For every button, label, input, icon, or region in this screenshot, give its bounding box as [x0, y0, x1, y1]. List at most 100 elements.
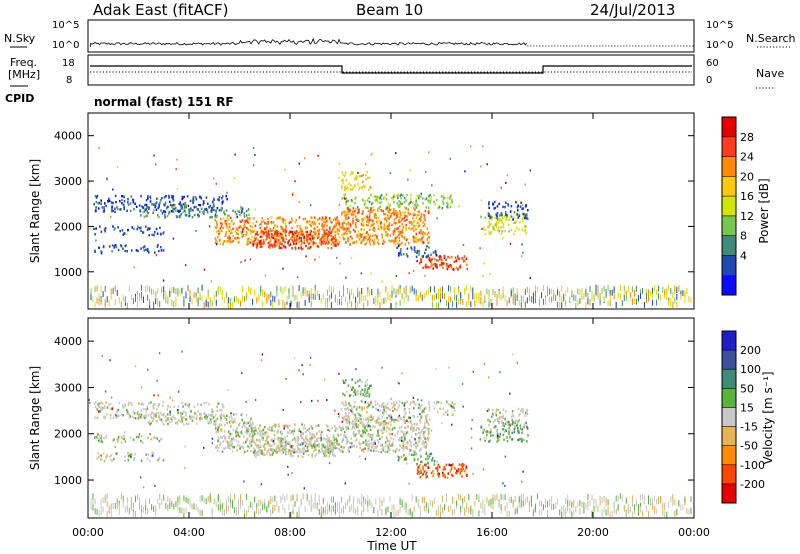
range-gate-cell: [361, 421, 363, 424]
range-gate-cell: [142, 206, 144, 209]
range-gate-cell: [115, 452, 117, 456]
range-gate-cell: [401, 293, 403, 300]
range-gate-cell: [340, 408, 343, 411]
range-gate-cell: [158, 215, 160, 219]
range-gate-cell: [328, 216, 331, 220]
range-gate-cell: [183, 205, 186, 209]
freq-panel: Freq. [MHz] 18 8 60 0 Nave: [8, 54, 784, 89]
range-gate-cell: [521, 228, 524, 231]
range-gate-cell: [175, 300, 177, 307]
range-gate-cell: [345, 179, 348, 182]
range-gate-cell: [373, 229, 376, 232]
range-gate-cell: [296, 239, 299, 242]
range-gate-cell: [352, 213, 355, 217]
range-gate-cell: [490, 299, 492, 306]
range-gate-cell: [457, 255, 459, 258]
range-gate-cell: [124, 244, 127, 248]
range-gate-cell: [264, 291, 266, 298]
range-gate-cell: [221, 222, 223, 226]
range-gate-cell: [344, 188, 346, 192]
range-gate-cell: [490, 415, 493, 418]
range-gate-cell: [354, 381, 357, 384]
range-gate-cell: [249, 258, 252, 261]
range-gate-cell: [261, 452, 263, 455]
range-gate-cell: [306, 228, 309, 231]
range-gate-cell: [284, 507, 286, 514]
range-gate-cell: [222, 440, 224, 443]
range-gate-cell: [413, 248, 416, 251]
range-gate-cell: [371, 210, 373, 214]
range-gate-cell: [511, 423, 514, 426]
range-gate-cell: [388, 206, 390, 209]
range-gate-cell: [437, 463, 440, 467]
range-gate-cell: [243, 222, 246, 226]
range-gate-cell: [484, 216, 487, 219]
range-gate-cell: [278, 440, 281, 443]
range-gate-cell: [279, 241, 282, 244]
range-gate-cell: [344, 210, 347, 213]
range-gate-cell: [442, 266, 444, 269]
range-gate-cell: [507, 420, 509, 424]
range-gate-cell: [404, 457, 406, 460]
range-gate-cell: [539, 300, 540, 307]
range-gate-cell: [425, 452, 427, 455]
range-gate-cell: [458, 463, 461, 466]
range-gate-cell: [164, 415, 167, 418]
range-gate-cell: [162, 414, 165, 417]
range-gate-cell: [277, 447, 280, 450]
range-gate-cell: [339, 507, 340, 514]
range-gate-cell: [290, 495, 292, 502]
range-gate-cell: [344, 400, 347, 404]
range-gate-cell: [324, 238, 326, 241]
range-gate-cell: [508, 426, 511, 429]
range-gate-cell: [282, 493, 284, 500]
range-gate-cell: [525, 411, 527, 415]
range-gate-cell: [145, 410, 148, 413]
range-gate-cell: [275, 449, 277, 452]
range-gate-cell: [127, 203, 130, 206]
range-gate-cell: [486, 433, 488, 436]
range-gate-cell: [263, 446, 266, 450]
range-gate-cell: [370, 202, 373, 206]
range-gate-cell: [416, 216, 418, 219]
range-gate-cell: [332, 241, 334, 244]
range-gate-cell: [103, 459, 106, 463]
range-gate-cell: [132, 502, 134, 509]
range-gate-cell: [372, 449, 375, 453]
range-gate-cell: [545, 296, 546, 303]
range-gate-cell: [143, 296, 144, 303]
range-gate-cell: [112, 188, 114, 191]
range-gate-cell: [389, 428, 391, 431]
range-gate-cell: [435, 402, 438, 406]
range-gate-cell: [528, 288, 530, 295]
range-gate-cell: [216, 444, 218, 447]
range-gate-cell: [367, 434, 369, 437]
range-gate-cell: [405, 431, 408, 434]
range-gate-cell: [382, 239, 385, 242]
range-gate-cell: [288, 239, 291, 242]
range-gate-cell: [373, 226, 375, 230]
range-gate-cell: [105, 434, 108, 437]
range-gate-cell: [388, 203, 391, 207]
range-gate-cell: [481, 424, 483, 427]
range-gate-cell: [314, 293, 316, 300]
range-gate-cell: [527, 217, 529, 220]
range-gate-cell: [335, 224, 338, 227]
range-gate-cell: [322, 293, 324, 300]
range-gate-cell: [513, 425, 516, 428]
range-gate-cell: [359, 421, 362, 425]
range-gate-cell: [366, 176, 369, 179]
range-gate-cell: [274, 296, 276, 303]
range-gate-cell: [350, 422, 353, 425]
range-gate-cell: [126, 209, 128, 212]
range-gate-cell: [296, 450, 298, 454]
range-gate-cell: [427, 438, 430, 442]
range-gate-cell: [392, 441, 394, 444]
range-gate-cell: [482, 274, 484, 277]
range-gate-cell: [512, 293, 514, 300]
range-gate-cell: [134, 453, 136, 456]
range-gate-cell: [368, 395, 370, 398]
range-gate-cell: [232, 446, 234, 449]
range-gate-cell: [358, 432, 360, 435]
range-gate-cell: [294, 438, 297, 442]
